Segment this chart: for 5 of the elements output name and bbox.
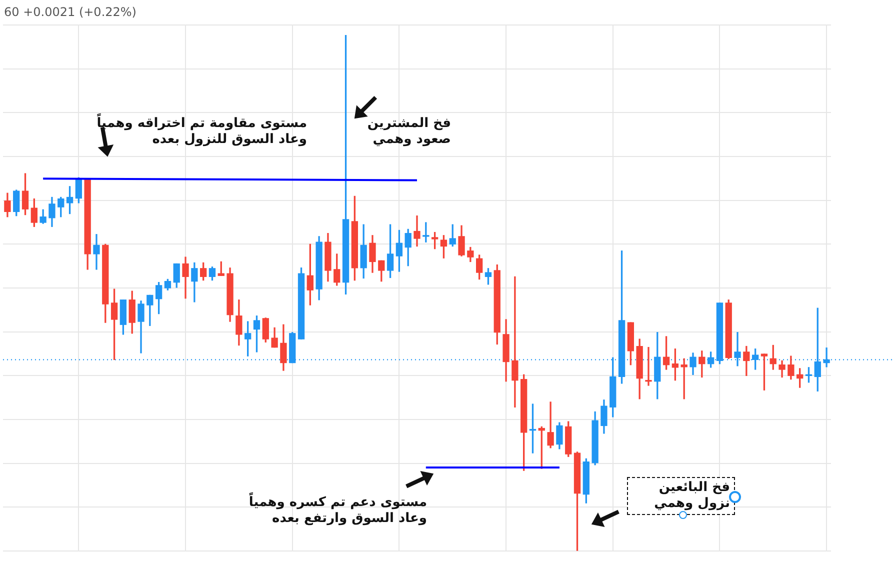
- annotation: فخ المشترين صعود وهمي: [366, 116, 451, 148]
- text: 60 +0.0021 (+0.22%): [4, 4, 138, 20]
- annotation: فخ البائعين نزول وهمي: [627, 477, 735, 515]
- candlestick: [512, 276, 518, 408]
- candlestick: [645, 346, 652, 386]
